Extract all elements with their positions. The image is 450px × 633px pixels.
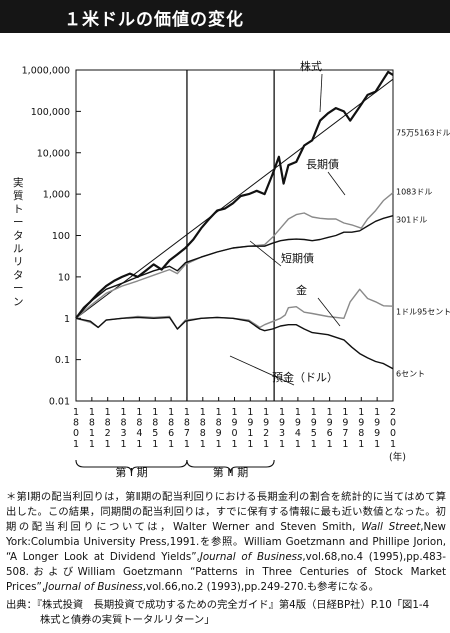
- y-tick-label: 0.01: [49, 397, 70, 408]
- period-label: 第 I 期: [115, 465, 147, 479]
- stock-trend-line: [75, 78, 394, 319]
- footnote: ＊第Ⅰ期の配当利回りは，第Ⅱ期の配当利回りにおける長期金利の割合を統計的に当ては…: [6, 490, 446, 595]
- stock-end-label: 75万5163ドル: [396, 129, 450, 138]
- dollar-series-line: [75, 316, 394, 370]
- y-tick-label: 1,000: [43, 190, 70, 201]
- dollar-series-label: 預金（ドル）: [272, 370, 338, 384]
- source-line-2: 株式と債券の実質トータルリターン」: [40, 614, 215, 626]
- y-tick-label: 10: [58, 272, 70, 283]
- period-dividers: [186, 70, 275, 401]
- footnote-text-8: ,vol.66,no.2 (1993),pp.249-270.も参考になる。: [142, 581, 379, 593]
- dollar-end-label: 6セント: [396, 370, 425, 379]
- series-lines: [75, 70, 394, 370]
- footnote-text-2: Walter Werner and Steven Smith,: [173, 521, 362, 533]
- short-bill-series-line: [75, 215, 394, 319]
- y-axis-title: 実質トータルリターン: [13, 176, 24, 308]
- period-bracket: [186, 459, 275, 474]
- y-tick-label: 100,000: [31, 107, 70, 118]
- long-bond-series-label: 長期債: [306, 157, 339, 171]
- return-chart: 実質トータルリターン第 I 期第 II 期 1,000,000100,00010…: [13, 59, 450, 479]
- y-tick-label: 1: [64, 314, 70, 325]
- footnote-text-5: Journal of Business: [199, 551, 303, 563]
- long-bond-leader-line: [327, 171, 346, 196]
- long-bond-end-label: 1083ドル: [396, 188, 432, 197]
- source-line-1: 出典：『株式投資 長期投資で成功するための完全ガイド』第4版（日経BP社）P.1…: [6, 599, 430, 611]
- x-tick-labels: 1 8 0 1 1 8 1 1 1 8 2 1 1 8 3 1 1 8 4 1 1 8 5 1 1 8 6 1 1 8 7 1 1 8 8 1 1 8 9 1…: [73, 407, 406, 463]
- plot-frame: [75, 69, 394, 402]
- short-bill-leader-line: [249, 240, 282, 267]
- y-tick-label: 0.1: [55, 355, 70, 366]
- y-tick-label: 100: [52, 231, 70, 242]
- footnote-text-6: ,vol.68,no.4 (1995),pp.483-508.およびWillia…: [6, 551, 446, 593]
- gold-series-line: [75, 288, 394, 330]
- source-citation: 出典：『株式投資 長期投資で成功するための完全ガイド』第4版（日経BP社）P.1…: [6, 598, 446, 628]
- dollar-leader-line: [229, 355, 295, 386]
- gold-end-label: 1ドル95セント: [396, 308, 450, 317]
- gold-leader-line: [317, 297, 341, 327]
- y-tick-label: 1,000,000: [22, 66, 70, 77]
- stock-series-label: 株式: [300, 59, 322, 73]
- footnote-text-4: ,New York:Columbia University Press,1991…: [6, 521, 446, 563]
- y-tick-label: 10,000: [37, 148, 70, 159]
- gold-series-label: 金: [296, 283, 307, 297]
- short-bill-end-label: 301ドル: [396, 216, 427, 225]
- stock-leader-line: [319, 73, 323, 113]
- period-bracket: [75, 459, 188, 474]
- page-title: １米ドルの価値の変化: [64, 10, 244, 30]
- y-tick-labels: 1,000,000 100,000 10,000 1,000 100 10 1 0.1 0.01: [22, 66, 70, 408]
- x-unit-label: (年): [389, 451, 406, 463]
- short-bill-series-label: 短期債: [281, 251, 314, 265]
- title-bar: １米ドルの価値の変化: [0, 0, 450, 33]
- stock-series-line: [75, 70, 394, 319]
- long-bond-series-line: [75, 192, 394, 319]
- period-label: 第 II 期: [213, 465, 248, 479]
- footnote-text-1: ＊第Ⅰ期の配当利回りは，第Ⅱ期の配当利回りにおける長期金利の割合を統計的に当ては…: [6, 491, 446, 533]
- footnote-text-7: Journal of Business: [45, 581, 143, 593]
- footnote-text-3: Wall Street: [361, 521, 421, 533]
